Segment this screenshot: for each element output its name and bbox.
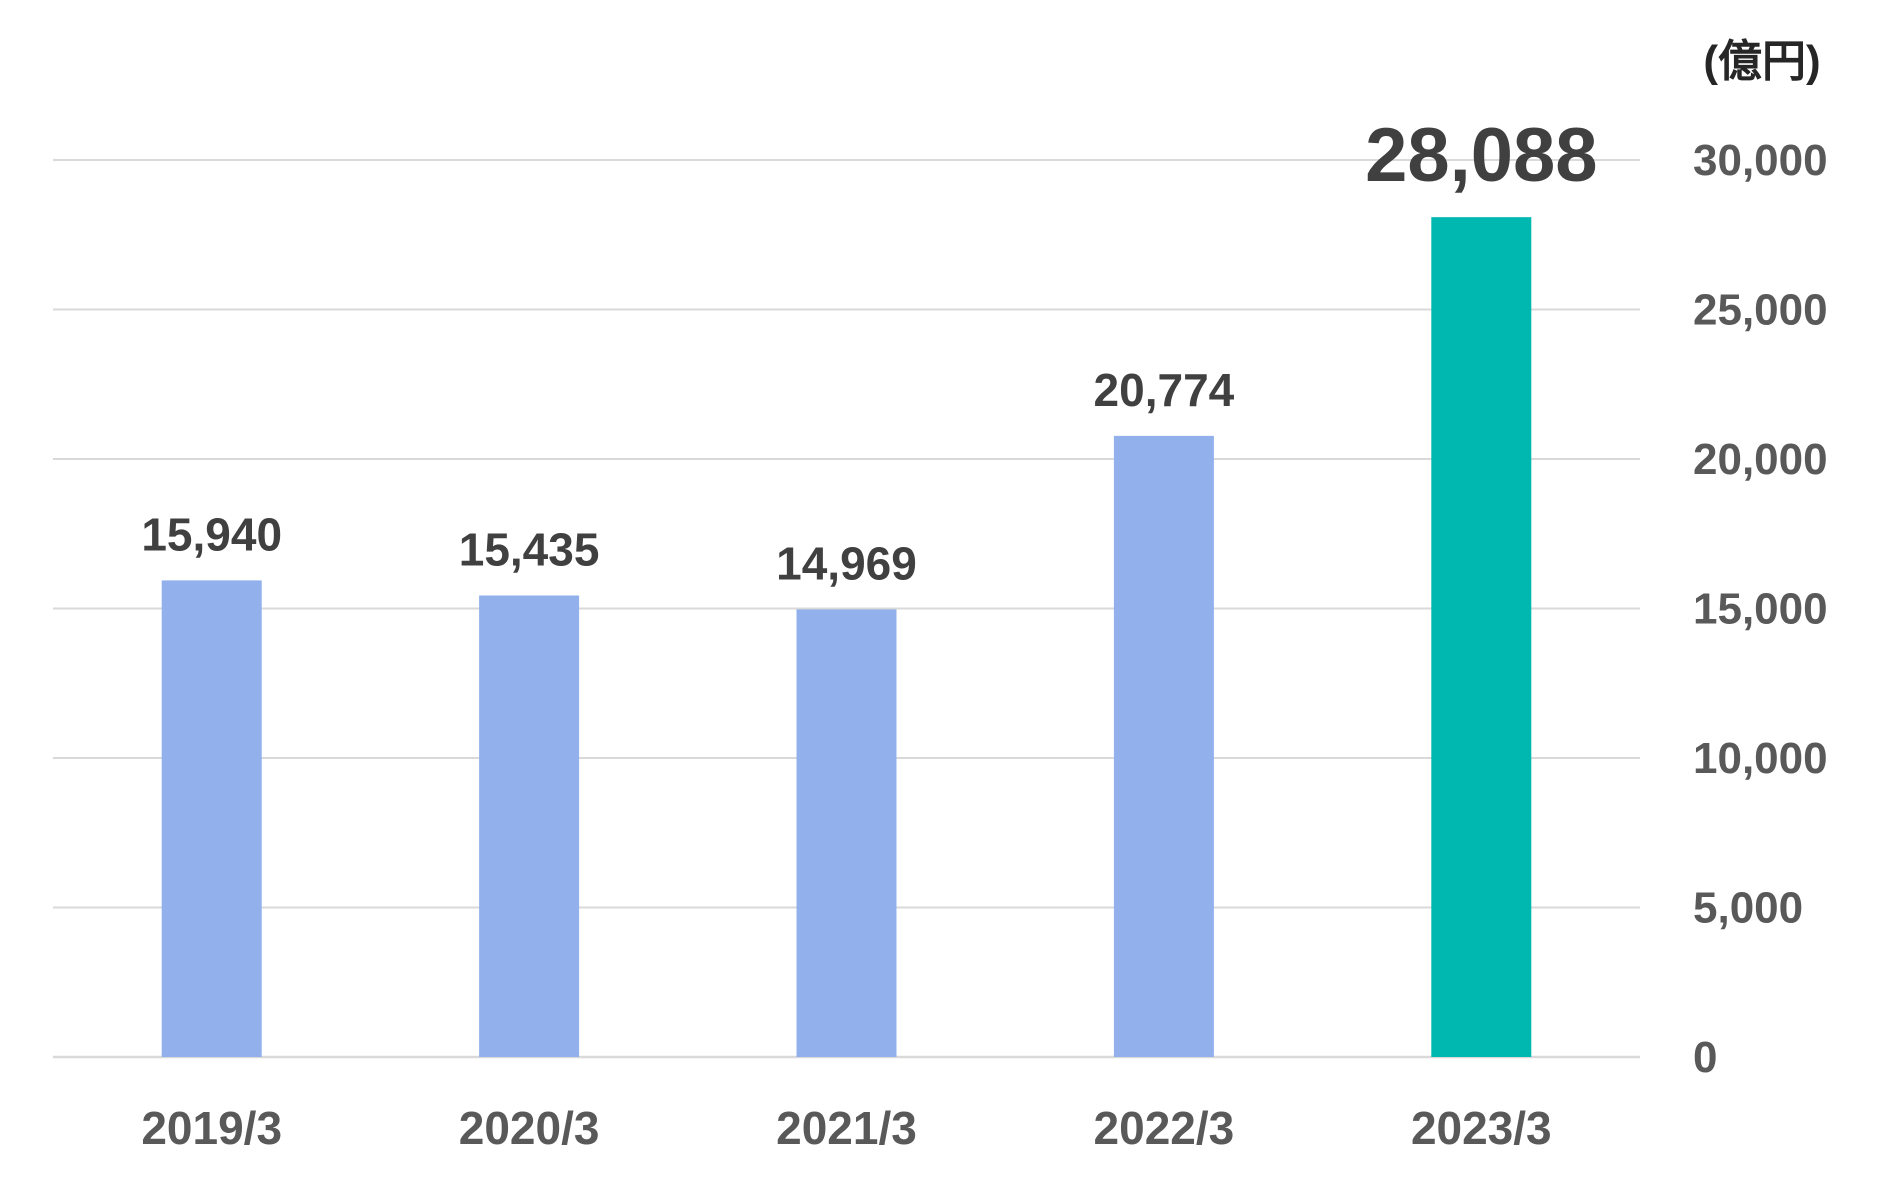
bar-2021-3 xyxy=(796,609,897,1057)
y-tick-label: 30,000 xyxy=(1693,136,1828,185)
x-tick-label: 2019/3 xyxy=(141,1102,282,1154)
y-tick-label: 25,000 xyxy=(1693,286,1828,335)
y-tick-label: 0 xyxy=(1693,1033,1717,1082)
bar-2020-3 xyxy=(479,595,580,1057)
y-tick-label: 15,000 xyxy=(1693,585,1828,634)
y-axis-ticks: 0 5,000 10,000 15,000 20,000 25,000 30,000 xyxy=(1693,136,1828,1082)
y-tick-label: 10,000 xyxy=(1693,734,1828,783)
data-label: 28,088 xyxy=(1365,113,1597,198)
y-tick-label: 20,000 xyxy=(1693,435,1828,484)
x-tick-label: 2020/3 xyxy=(459,1102,600,1154)
bars xyxy=(161,217,1532,1057)
bar-2023-3 xyxy=(1431,217,1532,1057)
y-tick-label: 5,000 xyxy=(1693,884,1803,933)
data-label: 15,435 xyxy=(459,523,600,575)
x-axis-ticks: 2019/3 2020/3 2021/3 2022/3 2023/3 xyxy=(141,1102,1551,1154)
bar-2019-3 xyxy=(161,580,262,1057)
data-label: 14,969 xyxy=(776,537,917,589)
data-labels: 15,940 15,435 14,969 20,774 28,088 xyxy=(141,113,1597,589)
x-tick-label: 2023/3 xyxy=(1411,1102,1552,1154)
data-label: 20,774 xyxy=(1094,364,1235,416)
x-tick-label: 2021/3 xyxy=(776,1102,917,1154)
y-axis-unit-label: (億円) xyxy=(1703,37,1820,86)
gridlines xyxy=(53,159,1640,1059)
x-tick-label: 2022/3 xyxy=(1094,1102,1235,1154)
bar-2022-3 xyxy=(1113,435,1214,1057)
data-label: 15,940 xyxy=(141,508,282,560)
